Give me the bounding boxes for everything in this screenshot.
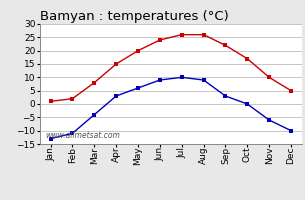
Text: www.allmetsat.com: www.allmetsat.com <box>45 131 120 140</box>
Text: Bamyan : temperatures (°C): Bamyan : temperatures (°C) <box>40 10 228 23</box>
